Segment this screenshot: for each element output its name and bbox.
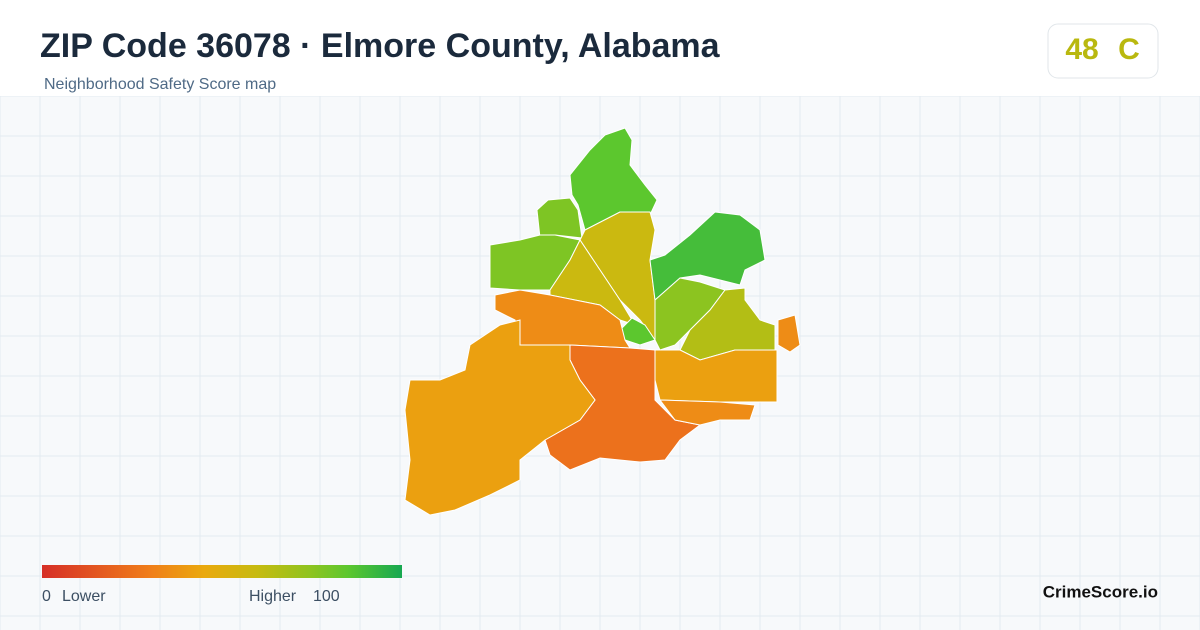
region <box>777 314 801 353</box>
regions <box>404 127 801 516</box>
subtitle: Neighborhood Safety Score map <box>44 76 276 93</box>
region <box>536 197 583 239</box>
legend-min-label: Lower <box>62 588 106 605</box>
legend-max: 100 <box>313 588 340 605</box>
score-value: 48 <box>1065 33 1098 66</box>
header-band <box>0 0 1200 96</box>
score-box <box>1047 23 1159 79</box>
region <box>494 289 631 349</box>
legend-min: 0 <box>42 588 51 605</box>
title: ZIP Code 36078 · Elmore County, Alabama <box>40 27 721 65</box>
legend-max-label: Higher <box>249 588 297 605</box>
region <box>658 399 756 426</box>
region <box>404 319 596 516</box>
region <box>569 127 658 231</box>
region <box>649 211 766 301</box>
score-grade: C <box>1118 33 1140 66</box>
legend-bar <box>42 565 402 578</box>
brand: CrimeScore.io <box>1043 582 1158 601</box>
region <box>654 349 778 403</box>
